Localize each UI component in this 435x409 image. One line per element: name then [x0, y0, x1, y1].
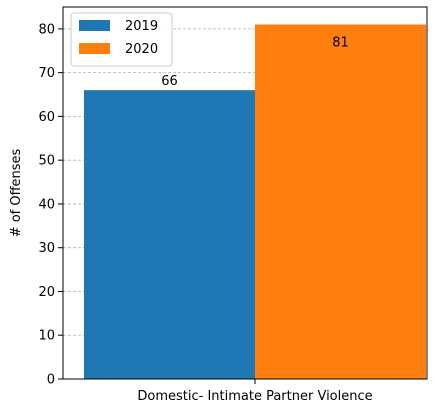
y-tick-label: 80: [38, 22, 55, 37]
x-axis-ticks: Domestic- Intimate Partner Violence: [137, 379, 373, 404]
bar-data-label: 81: [332, 36, 349, 51]
x-tick-label: Domestic- Intimate Partner Violence: [137, 389, 372, 404]
y-axis-ticks: 0 10 20 30 40 50 60 70 80: [38, 22, 63, 388]
legend-swatch-2019: [79, 20, 110, 31]
y-tick-label: 50: [38, 154, 55, 169]
bar-data-label: 66: [161, 74, 178, 89]
legend: 2019 2020: [70, 12, 173, 67]
bar-2020: [255, 24, 426, 379]
legend-label-2020: 2020: [125, 42, 158, 57]
bar-labels: 66 81: [161, 36, 349, 90]
legend-swatch-2020: [79, 43, 110, 54]
y-tick-label: 10: [38, 329, 55, 344]
y-tick-label: 40: [38, 197, 55, 212]
y-tick-label: 0: [47, 373, 55, 388]
y-tick-label: 30: [38, 241, 55, 256]
y-tick-label: 70: [38, 66, 55, 81]
legend-label-2019: 2019: [125, 19, 158, 34]
bar-2019: [84, 90, 255, 379]
y-tick-label: 20: [38, 285, 55, 300]
y-tick-label: 60: [38, 110, 55, 125]
bars: [84, 24, 426, 379]
y-axis-label: # of Offenses: [9, 148, 24, 237]
plot-frame: [62, 6, 428, 380]
